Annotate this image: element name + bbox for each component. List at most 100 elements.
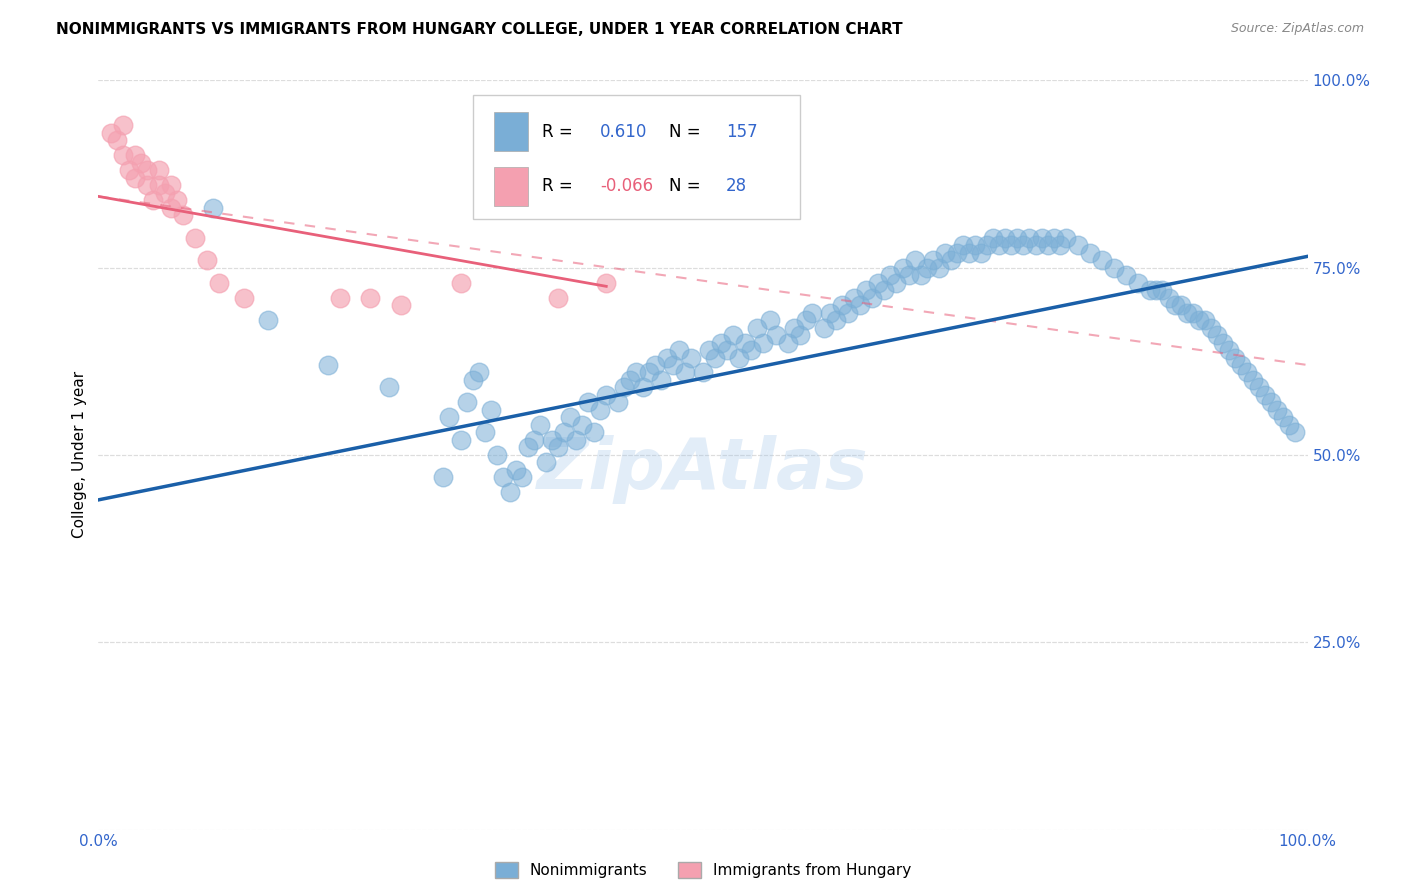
Point (988, 238, 1011, 252)
Point (1067, 238, 1090, 252)
Point (184, 230, 207, 244)
Point (765, 328, 787, 343)
Point (994, 230, 1017, 244)
Point (818, 305, 841, 319)
Point (939, 253, 962, 268)
Point (740, 343, 762, 357)
Point (868, 276, 890, 290)
Point (1128, 276, 1150, 290)
Point (105, 133, 128, 147)
Point (1091, 253, 1114, 268)
Point (679, 351, 702, 365)
Point (915, 260, 938, 275)
Point (631, 380, 654, 394)
Legend: Nonimmigrants, Immigrants from Hungary: Nonimmigrants, Immigrants from Hungary (488, 856, 918, 884)
Point (360, 291, 382, 305)
Point (1212, 335, 1234, 350)
Point (547, 291, 569, 305)
Point (1284, 425, 1306, 440)
Point (160, 201, 183, 215)
Point (1012, 238, 1035, 252)
Point (1188, 313, 1211, 327)
Point (516, 441, 538, 455)
Point (734, 335, 756, 350)
Point (1218, 343, 1240, 357)
Point (1102, 260, 1125, 275)
Point (595, 276, 617, 290)
Point (534, 455, 557, 469)
Point (1036, 238, 1059, 252)
Point (904, 253, 927, 268)
Point (1031, 230, 1053, 244)
Point (1078, 245, 1101, 260)
Point (831, 298, 853, 312)
Point (510, 470, 533, 484)
Point (1241, 373, 1264, 387)
Point (619, 373, 641, 387)
Point (1018, 230, 1040, 244)
Point (486, 448, 509, 462)
Point (1163, 298, 1185, 312)
Point (1230, 358, 1253, 372)
Point (329, 291, 352, 305)
Point (879, 268, 901, 282)
Point (377, 380, 399, 394)
Point (124, 148, 146, 162)
Point (855, 283, 877, 297)
Point (450, 276, 472, 290)
Point (1000, 238, 1022, 252)
Point (661, 358, 683, 372)
Point (644, 358, 666, 372)
Point (1267, 403, 1289, 417)
Point (492, 470, 515, 484)
Point (1054, 230, 1077, 244)
Point (124, 170, 146, 185)
Text: R =: R = (543, 178, 572, 195)
Point (782, 320, 804, 334)
Point (135, 178, 157, 193)
Point (468, 366, 491, 380)
Text: 157: 157 (725, 122, 758, 141)
Point (529, 417, 551, 432)
Point (1236, 366, 1258, 380)
Point (655, 351, 678, 365)
FancyBboxPatch shape (494, 167, 527, 206)
Point (957, 245, 980, 260)
Point (1249, 380, 1271, 394)
Point (1175, 305, 1198, 319)
Point (142, 193, 165, 207)
Text: N =: N = (669, 178, 700, 195)
Point (921, 253, 943, 268)
Point (1199, 320, 1222, 334)
Point (1042, 230, 1064, 244)
Point (1139, 283, 1161, 297)
Point (111, 118, 134, 132)
Point (583, 425, 606, 440)
Point (389, 298, 412, 312)
Point (844, 291, 866, 305)
Y-axis label: College, Under 1 year: College, Under 1 year (72, 371, 87, 539)
Point (153, 186, 176, 200)
Point (946, 245, 969, 260)
Text: -0.066: -0.066 (600, 178, 654, 195)
Point (613, 380, 636, 394)
Point (456, 395, 478, 409)
Point (668, 343, 690, 357)
Point (897, 268, 920, 282)
Point (825, 313, 848, 327)
Point (934, 245, 956, 260)
Point (1024, 238, 1046, 252)
Point (1272, 410, 1295, 425)
Point (1181, 305, 1204, 319)
Point (437, 410, 460, 425)
Point (637, 366, 659, 380)
Point (129, 155, 152, 169)
Point (1049, 238, 1071, 252)
Text: Source: ZipAtlas.com: Source: ZipAtlas.com (1230, 22, 1364, 36)
Point (813, 320, 835, 334)
Point (1223, 351, 1246, 365)
Point (576, 395, 599, 409)
Point (716, 343, 738, 357)
Point (1152, 283, 1174, 297)
Point (1170, 298, 1192, 312)
